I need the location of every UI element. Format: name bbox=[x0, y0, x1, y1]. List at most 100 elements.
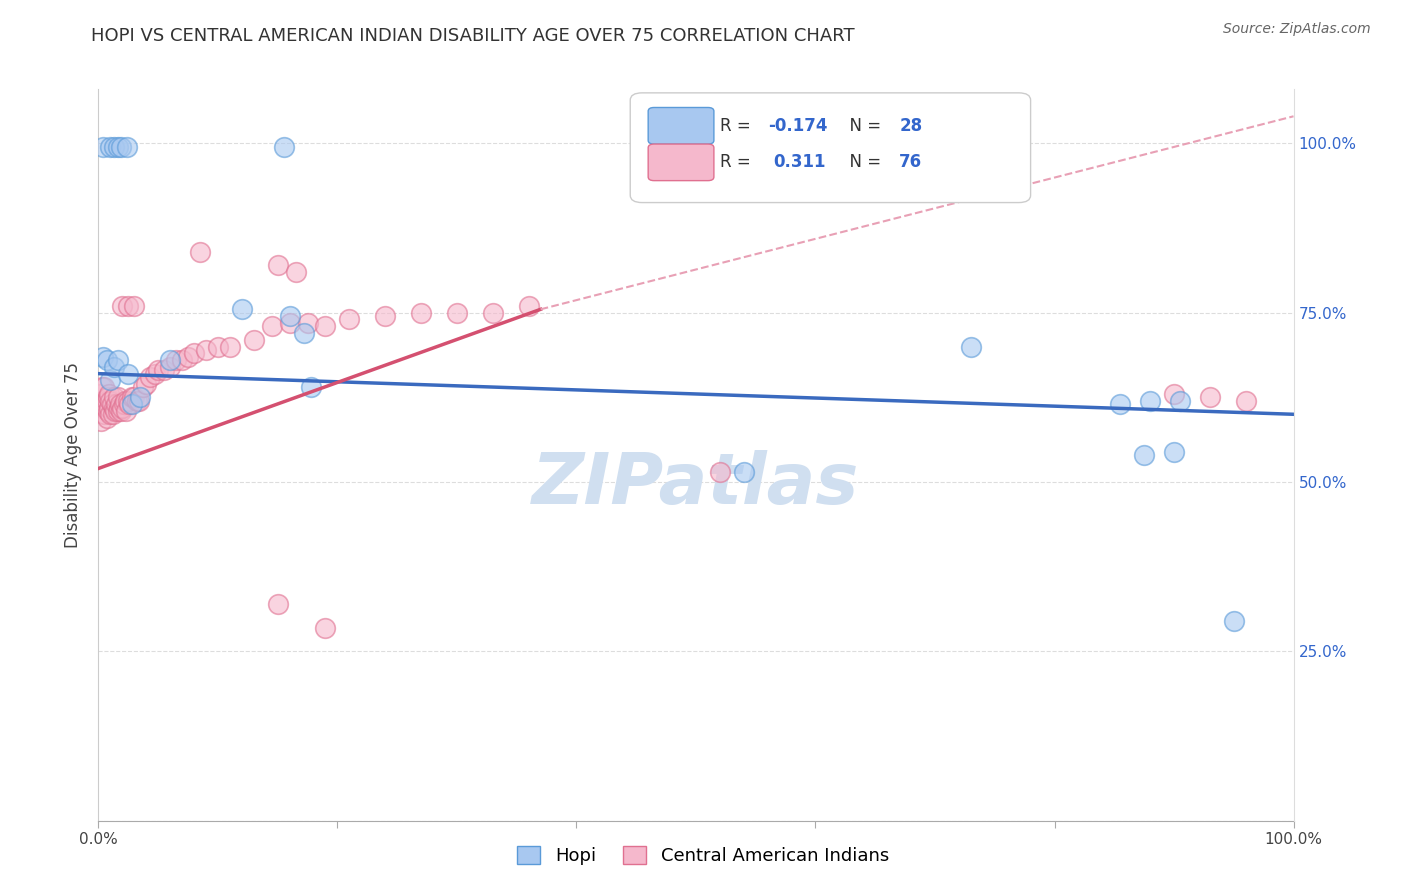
Point bbox=[96, 353, 118, 368]
Point bbox=[231, 302, 253, 317]
Point bbox=[299, 380, 322, 394]
Point bbox=[91, 380, 114, 394]
Point bbox=[91, 350, 114, 364]
Point bbox=[108, 397, 131, 411]
Point bbox=[139, 370, 162, 384]
Point bbox=[1133, 448, 1156, 462]
Point bbox=[188, 244, 211, 259]
Point bbox=[148, 363, 170, 377]
Point bbox=[96, 410, 118, 425]
Point bbox=[517, 299, 540, 313]
Point bbox=[103, 390, 125, 404]
Point bbox=[131, 380, 153, 394]
Point bbox=[91, 393, 114, 408]
Point bbox=[91, 401, 114, 415]
Point bbox=[125, 393, 148, 408]
Point bbox=[112, 397, 135, 411]
Point bbox=[100, 397, 122, 411]
Point bbox=[117, 367, 139, 381]
Text: HOPI VS CENTRAL AMERICAN INDIAN DISABILITY AGE OVER 75 CORRELATION CHART: HOPI VS CENTRAL AMERICAN INDIAN DISABILI… bbox=[91, 27, 855, 45]
Point bbox=[89, 387, 111, 401]
Point bbox=[94, 401, 117, 415]
Point bbox=[114, 393, 136, 408]
Point bbox=[284, 265, 307, 279]
Point bbox=[273, 140, 295, 154]
Point bbox=[267, 258, 290, 272]
Point bbox=[183, 346, 205, 360]
Text: R =: R = bbox=[720, 117, 756, 135]
Point bbox=[124, 390, 146, 404]
Point bbox=[124, 299, 146, 313]
Point bbox=[1139, 393, 1161, 408]
Point bbox=[960, 340, 983, 354]
Point bbox=[121, 390, 143, 404]
Point bbox=[219, 340, 242, 354]
Point bbox=[96, 393, 118, 408]
Point bbox=[107, 390, 129, 404]
Point bbox=[129, 390, 152, 404]
Point bbox=[243, 333, 266, 347]
Text: ZIPatlas: ZIPatlas bbox=[533, 450, 859, 518]
Point bbox=[111, 401, 134, 415]
Text: R =: R = bbox=[720, 153, 756, 171]
Point bbox=[107, 401, 129, 415]
Point bbox=[97, 404, 120, 418]
Point bbox=[107, 140, 129, 154]
Point bbox=[90, 414, 112, 428]
Text: 76: 76 bbox=[900, 153, 922, 171]
Point bbox=[1163, 444, 1185, 458]
Point bbox=[411, 306, 433, 320]
Point bbox=[98, 373, 122, 387]
Point bbox=[105, 397, 128, 411]
Point bbox=[292, 326, 315, 340]
Point bbox=[1109, 397, 1132, 411]
Point bbox=[153, 363, 176, 377]
Point bbox=[1223, 614, 1246, 628]
Point bbox=[101, 407, 124, 421]
Point bbox=[1163, 387, 1185, 401]
Point bbox=[115, 404, 138, 418]
FancyBboxPatch shape bbox=[648, 144, 714, 180]
Point bbox=[207, 340, 229, 354]
Point bbox=[374, 309, 396, 323]
Point bbox=[93, 380, 115, 394]
Text: 0.311: 0.311 bbox=[773, 153, 827, 171]
Legend: Hopi, Central American Indians: Hopi, Central American Indians bbox=[508, 837, 898, 874]
Point bbox=[98, 140, 122, 154]
Point bbox=[709, 465, 731, 479]
Point bbox=[278, 316, 301, 330]
Text: N =: N = bbox=[839, 117, 887, 135]
Point bbox=[115, 140, 138, 154]
Point bbox=[98, 407, 122, 421]
Point bbox=[103, 140, 125, 154]
Y-axis label: Disability Age Over 75: Disability Age Over 75 bbox=[65, 362, 83, 548]
Point bbox=[278, 309, 301, 323]
Point bbox=[91, 140, 114, 154]
FancyBboxPatch shape bbox=[648, 108, 714, 144]
Point bbox=[1168, 393, 1191, 408]
Point bbox=[267, 597, 290, 611]
Point bbox=[93, 407, 115, 421]
Point bbox=[107, 353, 129, 368]
Point bbox=[1234, 393, 1257, 408]
Point bbox=[118, 397, 141, 411]
Point bbox=[110, 404, 132, 418]
Point bbox=[110, 140, 132, 154]
Point bbox=[733, 465, 755, 479]
Point bbox=[111, 299, 134, 313]
Point bbox=[98, 393, 122, 408]
Text: -0.174: -0.174 bbox=[768, 117, 827, 135]
Point bbox=[103, 359, 125, 374]
Point bbox=[195, 343, 218, 357]
Text: N =: N = bbox=[839, 153, 887, 171]
Point bbox=[446, 306, 468, 320]
Text: 28: 28 bbox=[900, 117, 922, 135]
Text: Source: ZipAtlas.com: Source: ZipAtlas.com bbox=[1223, 22, 1371, 37]
Point bbox=[297, 316, 319, 330]
Point bbox=[121, 397, 143, 411]
Point bbox=[104, 404, 127, 418]
Point bbox=[260, 319, 283, 334]
Point bbox=[481, 306, 505, 320]
Point bbox=[135, 376, 157, 391]
Point bbox=[315, 319, 337, 334]
